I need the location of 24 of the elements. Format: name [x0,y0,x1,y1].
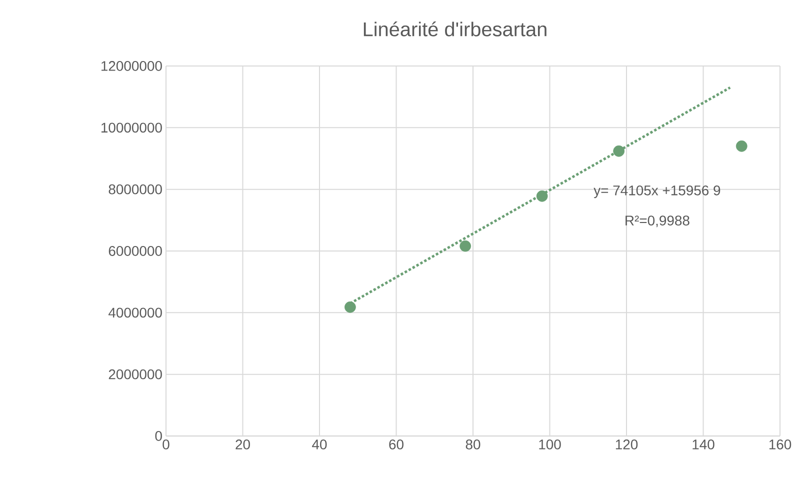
x-tick-label: 120 [616,440,638,450]
y-tick-label: 0 [155,431,162,441]
y-tick-label: 12000000 [101,61,162,71]
point [736,140,748,152]
point [344,301,356,313]
x-tick-label: 140 [692,440,714,450]
y-tick-label: 2000000 [108,369,162,380]
y-tick-label: 4000000 [108,308,162,318]
y-tick-label: 8000000 [108,184,162,194]
x-tick-label: 160 [769,440,792,450]
y-tick-label: 6000000 [108,246,162,256]
point [536,190,548,202]
x-tick-label: 40 [312,440,327,450]
x-tick-label: 20 [236,440,250,450]
annotation: y= 74105x +15956 9 [594,185,720,198]
y-tick-label: 10000000 [101,122,162,133]
annotation: R²=0,9988 [626,216,690,228]
x-tick-label: 100 [539,440,561,450]
point [460,240,472,252]
chart-title: Linéarité d'irbesartan [364,22,546,36]
x-tick-label: 80 [466,440,480,450]
x-tick-label: 0 [162,440,170,450]
x-tick-label: 60 [389,440,404,450]
point [613,145,625,157]
